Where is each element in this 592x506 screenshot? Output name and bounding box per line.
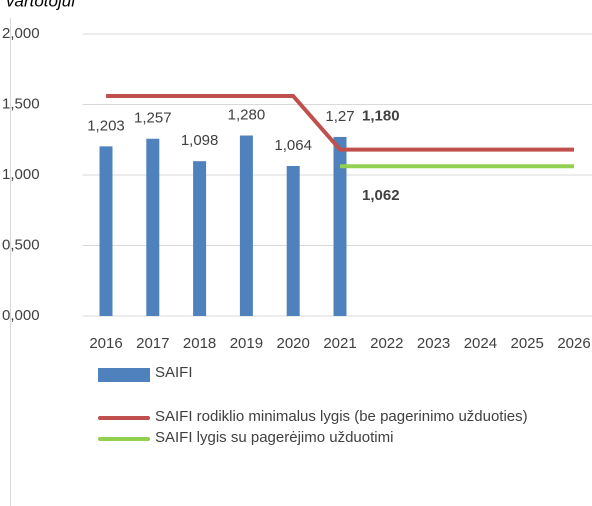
legend-label: SAIFI rodiklio minimalus lygis (be pager…	[155, 408, 528, 425]
data-label: 1,064	[274, 137, 312, 154]
x-tick-label: 2021	[323, 335, 356, 352]
legend-swatch	[98, 437, 150, 441]
line	[106, 94, 574, 152]
legend-item: SAIFI lygis su pagerėjimo užduotimi	[98, 429, 548, 446]
data-label: 1,180	[362, 108, 400, 125]
y-tick-label: 0,500	[2, 236, 40, 253]
data-label: 1,280	[228, 106, 266, 123]
legend-item: SAIFI	[98, 364, 548, 382]
x-tick-label: 2022	[370, 335, 403, 352]
data-label: 1,098	[181, 132, 219, 149]
legend-swatch	[98, 368, 150, 382]
data-label: 1,062	[362, 187, 400, 204]
data-label: 1,203	[87, 117, 125, 134]
bar	[193, 161, 207, 316]
legend-swatch	[98, 416, 150, 420]
y-tick-label: 1,500	[2, 95, 40, 112]
data-label: 1,257	[134, 110, 172, 127]
y-tick-label: 1,000	[2, 166, 40, 183]
bar	[239, 135, 253, 316]
bar	[99, 146, 113, 316]
legend: SAIFI SAIFI rodiklio minimalus lygis (be …	[98, 364, 548, 450]
bar	[333, 136, 347, 316]
x-tick-label: 2017	[136, 335, 169, 352]
chart-title: vartotojui	[6, 0, 76, 10]
legend-label: SAIFI	[155, 364, 193, 381]
x-tick-label: 2026	[557, 335, 590, 352]
x-tick-label: 2025	[511, 335, 544, 352]
bar	[146, 138, 160, 316]
data-label: 1,27	[325, 108, 354, 125]
bar	[286, 165, 300, 316]
y-tick-label: 2,000	[2, 25, 40, 42]
legend-item: SAIFI rodiklio minimalus lygis (be pager…	[98, 408, 548, 425]
legend-label: SAIFI lygis su pagerėjimo užduotimi	[155, 429, 394, 446]
x-tick-label: 2018	[183, 335, 216, 352]
x-tick-label: 2016	[89, 335, 122, 352]
y-tick-label: 0,000	[2, 307, 40, 324]
x-tick-label: 2023	[417, 335, 450, 352]
x-tick-label: 2019	[230, 335, 263, 352]
x-tick-label: 2020	[277, 335, 310, 352]
x-tick-label: 2024	[464, 335, 497, 352]
